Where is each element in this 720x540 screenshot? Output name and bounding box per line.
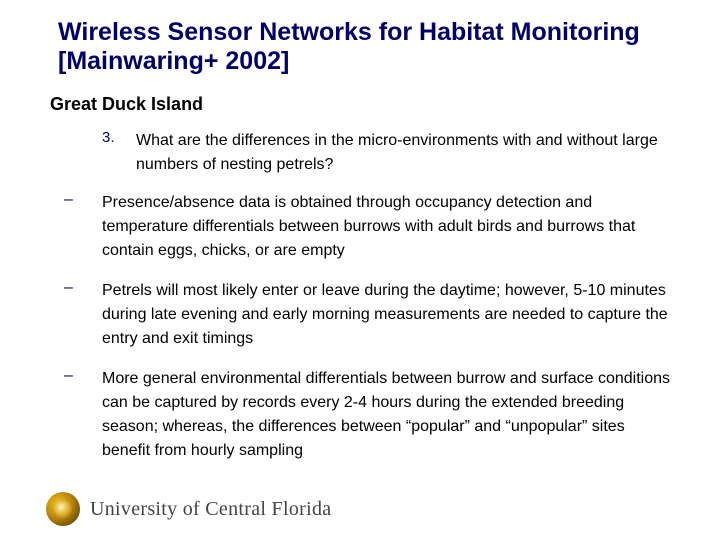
slide-container: Wireless Sensor Networks for Habitat Mon…: [0, 0, 720, 540]
numbered-item: 3. What are the differences in the micro…: [102, 129, 672, 177]
bullet-text: Petrels will most likely enter or leave …: [102, 279, 672, 351]
list-item: – Petrels will most likely enter or leav…: [64, 279, 672, 351]
numbered-marker: 3.: [102, 129, 136, 177]
university-name: University of Central Florida: [90, 498, 331, 521]
ucf-seal-icon: [46, 492, 80, 526]
slide-subheading: Great Duck Island: [50, 94, 672, 115]
slide-title: Wireless Sensor Networks for Habitat Mon…: [58, 18, 672, 76]
bullet-marker: –: [64, 367, 102, 463]
bullet-text: Presence/absence data is obtained throug…: [102, 191, 672, 263]
bullet-text: More general environmental differentials…: [102, 367, 672, 463]
list-item: – More general environmental differentia…: [64, 367, 672, 463]
bullet-marker: –: [64, 279, 102, 351]
numbered-text: What are the differences in the micro-en…: [136, 129, 672, 177]
footer: University of Central Florida: [46, 492, 331, 526]
bullet-marker: –: [64, 191, 102, 263]
list-item: – Presence/absence data is obtained thro…: [64, 191, 672, 263]
